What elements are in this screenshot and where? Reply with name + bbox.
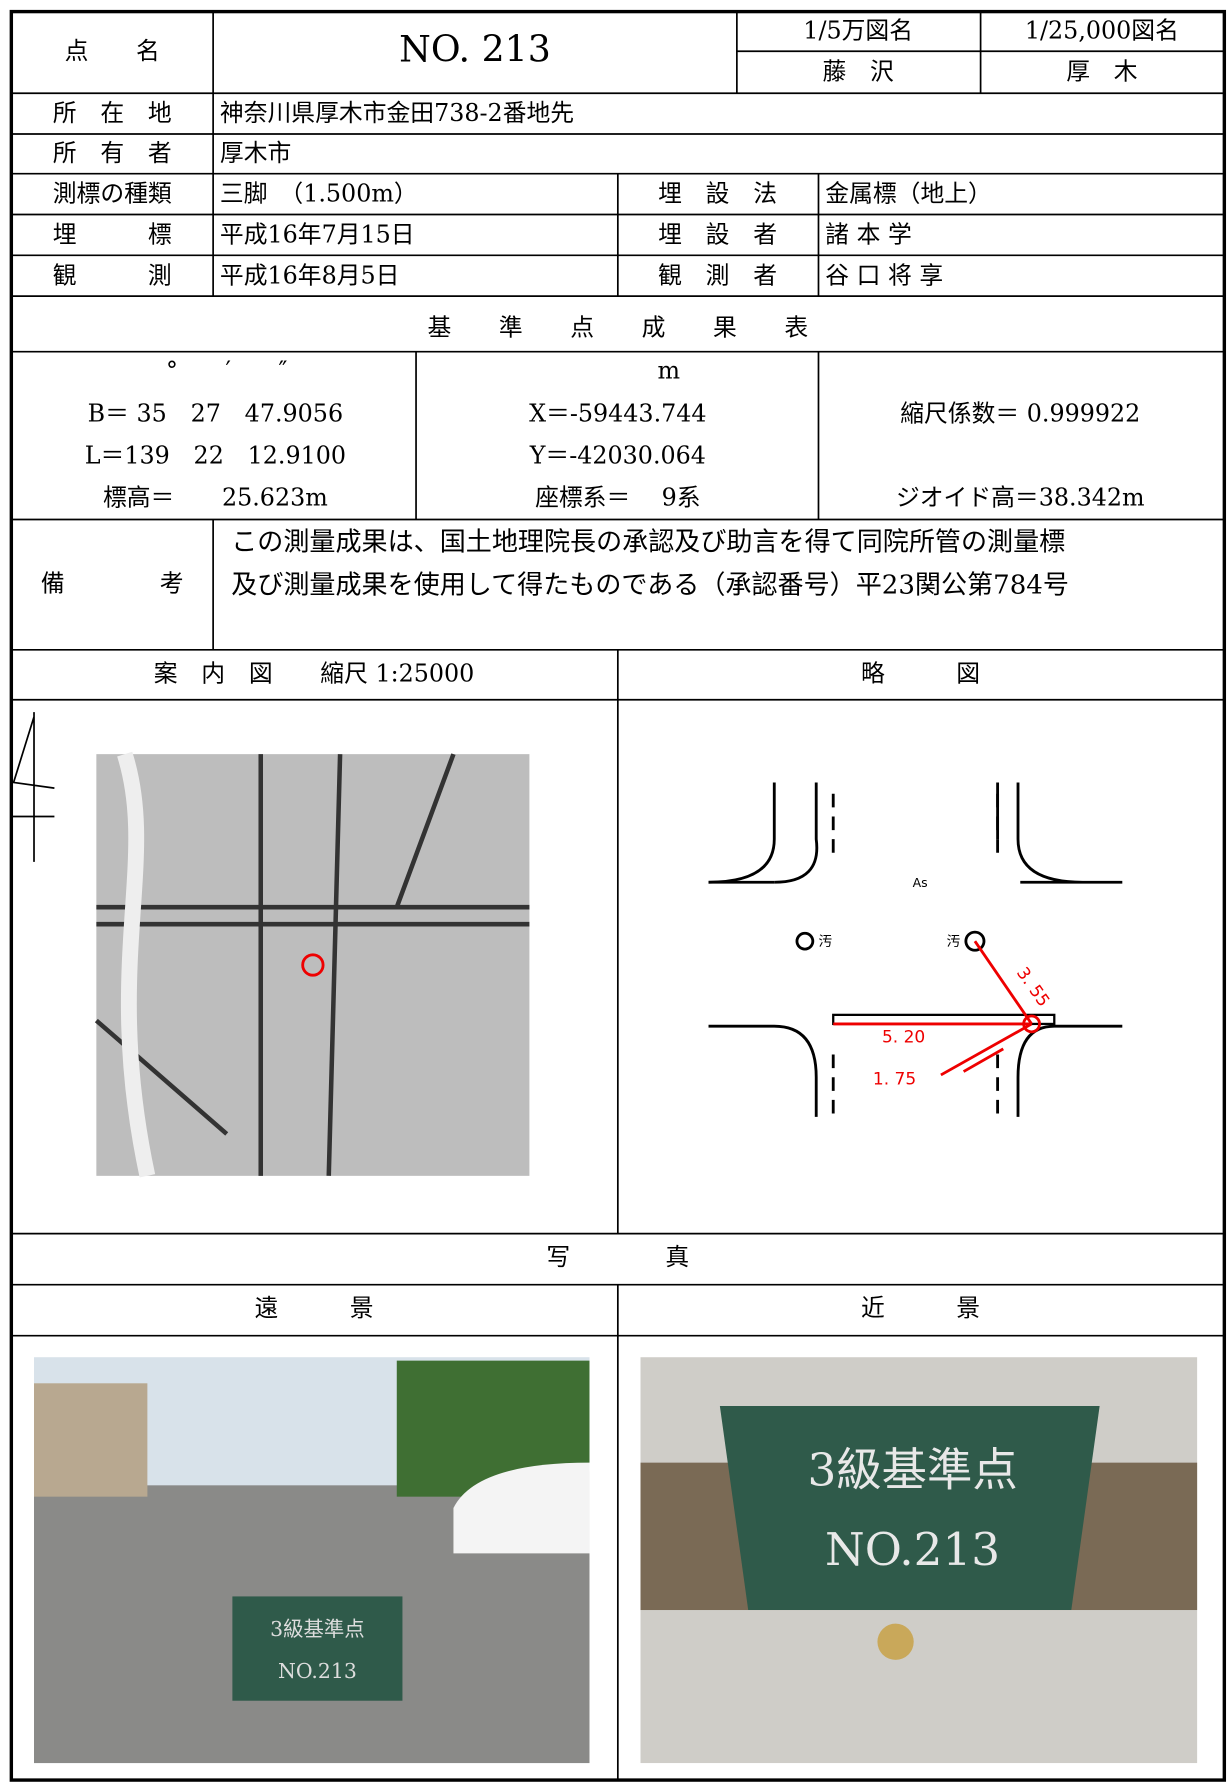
board-text: NO.213 bbox=[278, 1659, 357, 1683]
board-text: NO.213 bbox=[825, 1523, 1000, 1576]
point-marker bbox=[301, 953, 325, 977]
units: ° ′ ″ bbox=[166, 357, 287, 385]
value: 平成16年7月15日 bbox=[220, 221, 415, 249]
value: 座標系＝ 9系 bbox=[535, 484, 701, 512]
value: 三脚 （1.500m） bbox=[220, 180, 418, 208]
value: L＝139 22 12.9100 bbox=[85, 442, 346, 470]
sketch-label: As bbox=[913, 875, 928, 890]
value: ジオイド高＝38.342m bbox=[896, 484, 1145, 512]
label: 所 有 者 bbox=[53, 139, 172, 167]
label: 測標の種類 bbox=[53, 180, 172, 208]
sketch-label: 汚 bbox=[947, 934, 961, 950]
remark-line: この測量成果は、国土地理院長の承認及び助言を得て同院所管の測量標 bbox=[231, 527, 1065, 557]
table-lines bbox=[9, 9, 1227, 1782]
label: 1/5万図名 bbox=[803, 17, 913, 45]
label: 埋 標 bbox=[53, 221, 172, 249]
guide-map bbox=[94, 751, 530, 1178]
units: m bbox=[658, 357, 681, 385]
sketch-label: 汚 bbox=[818, 934, 832, 950]
value: 標高＝ 25.623m bbox=[103, 484, 328, 512]
label: 点 名 bbox=[65, 37, 160, 65]
section-title: 遠 景 bbox=[255, 1294, 374, 1322]
label: 観 測 bbox=[53, 261, 172, 289]
label: 備 考 bbox=[41, 570, 184, 598]
section-title: 基 準 点 成 果 表 bbox=[427, 314, 808, 342]
sketch-label: 1. 75 bbox=[873, 1069, 916, 1089]
value: 谷 口 将 享 bbox=[825, 261, 943, 289]
board-text: 3級基準点 bbox=[270, 1617, 365, 1641]
label: 所 在 地 bbox=[53, 99, 172, 127]
value: 縮尺係数＝ 0.999922 bbox=[900, 400, 1140, 428]
value: Y＝-42030.064 bbox=[529, 442, 706, 470]
value: 藤 沢 bbox=[822, 57, 894, 85]
section-title: 写 真 bbox=[546, 1243, 689, 1271]
point-name: NO. 213 bbox=[399, 27, 551, 70]
near-photo: 3級基準点 NO.213 bbox=[640, 1357, 1198, 1764]
grid-lines bbox=[11, 11, 1225, 1781]
sketch: As 汚 汚 3. 55 5. 20 1. 75 bbox=[708, 782, 1123, 1117]
board-text: 3級基準点 bbox=[808, 1443, 1018, 1496]
map-image bbox=[96, 754, 530, 1176]
label: 埋 設 法 bbox=[658, 180, 777, 208]
label: 埋 設 者 bbox=[658, 221, 777, 249]
section-title: 略 図 bbox=[861, 659, 980, 687]
results: 基 準 点 成 果 表 ° ′ ″ B＝ 35 27 47.9056 L＝139… bbox=[85, 314, 1145, 512]
value: 金属標（地上） bbox=[825, 180, 992, 208]
value: 神奈川県厚木市金田738-2番地先 bbox=[220, 99, 574, 127]
far-photo: 3級基準点 NO.213 bbox=[34, 1357, 590, 1764]
label: 観 測 者 bbox=[658, 261, 777, 289]
value: 諸 本 学 bbox=[825, 221, 912, 249]
section-title: 近 景 bbox=[861, 1294, 980, 1322]
value: B＝ 35 27 47.9056 bbox=[88, 400, 343, 428]
remark-line: 及び測量成果を使用して得たものである（承認番号）平23関公第784号 bbox=[231, 570, 1069, 600]
label: 1/25,000図名 bbox=[1025, 17, 1179, 45]
value: X＝-59443.744 bbox=[529, 400, 706, 428]
section-title: 案 内 図 縮尺 1:25000 bbox=[154, 659, 475, 687]
sketch-label: 5. 20 bbox=[882, 1028, 925, 1048]
value: 厚木市 bbox=[220, 139, 291, 167]
value: 厚 木 bbox=[1066, 57, 1138, 85]
value: 平成16年8月5日 bbox=[220, 261, 400, 289]
north-arrow bbox=[11, 712, 55, 862]
info: 所 在 地 神奈川県厚木市金田738-2番地先 所 有 者 厚木市 測標の種類 … bbox=[53, 99, 992, 289]
